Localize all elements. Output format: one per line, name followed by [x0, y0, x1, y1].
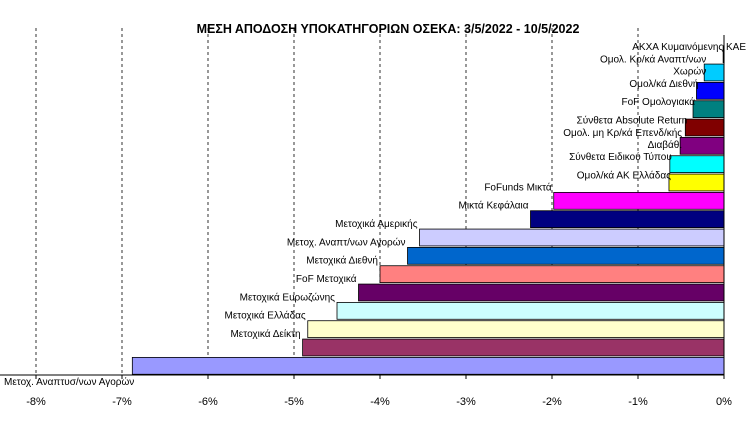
tick-label: -7% [112, 396, 132, 408]
bar [669, 155, 725, 174]
tick-label: 0% [716, 396, 732, 408]
category-label: Μετοχικά Διεθνή [306, 255, 378, 267]
bar [668, 173, 725, 192]
bar [131, 356, 725, 375]
category-label: Μετοχ. Αναπτυσ/νων Αγορών [4, 376, 134, 388]
bar [379, 265, 725, 284]
tick-label: -6% [198, 396, 218, 408]
category-label: Μετοχ. Αναπτ/νων Αγορών [287, 236, 406, 248]
category-label: Μετοχικά Αμερικής [335, 218, 418, 230]
tick-label: -2% [542, 396, 562, 408]
tick-label: -1% [628, 396, 648, 408]
tick-label: -8% [26, 396, 46, 408]
tick-label: -5% [284, 396, 304, 408]
category-label: Ομολ. Κρ/κά Αναπτ/νων Χωρών [600, 54, 706, 78]
bar [703, 63, 725, 82]
category-label: Ομολ/κά Διεθνή [629, 78, 698, 90]
bar [692, 100, 725, 118]
bar [302, 338, 725, 357]
tick-label: -3% [456, 396, 476, 408]
bar [419, 228, 725, 247]
bar [684, 118, 725, 137]
category-label: Μετοχικά Ευρωζώνης [240, 291, 336, 303]
bar [336, 301, 725, 320]
bar [553, 191, 725, 210]
bar [679, 136, 725, 155]
bar [696, 82, 725, 100]
chart-title: ΜΕΣΗ ΑΠΟΔΟΣΗ ΥΠΟΚΑΤΗΓΟΡΙΩΝ ΟΣΕΚΑ: 3/5/20… [197, 22, 580, 36]
bar [307, 320, 725, 339]
category-label: Ομολ/κά ΑΚ Ελλάδας [577, 170, 671, 182]
category-label: Σύνθετα Absolute Return [577, 115, 688, 127]
category-label: FoF Μετοχικά [296, 273, 357, 285]
bar [530, 210, 725, 229]
category-label: Ομολ. μη Κρ/κά Επενδ/κής Διαβάθ. [563, 127, 682, 151]
category-label: Μετοχικά Δείκτη [230, 328, 300, 340]
bar [407, 246, 725, 265]
category-label: Σύνθετα Ειδικού Τύπου [569, 151, 672, 163]
category-label: FoFunds Μικτά [484, 181, 552, 193]
category-label: FoF Ομολογιακά [621, 96, 695, 108]
tick-label: -4% [370, 396, 390, 408]
x-axis: -8% -7% -6% -5% -4% -3% -2% -1% 0% [0, 35, 732, 408]
category-label: Μετοχικά Ελλάδας [224, 310, 305, 322]
bars [131, 45, 725, 375]
bar [358, 283, 725, 302]
category-label: ΑΚΧΑ Κυμαινόμενης ΚΑΕ [632, 41, 746, 53]
category-label: Μικτά Κεφάλαια [459, 200, 529, 212]
